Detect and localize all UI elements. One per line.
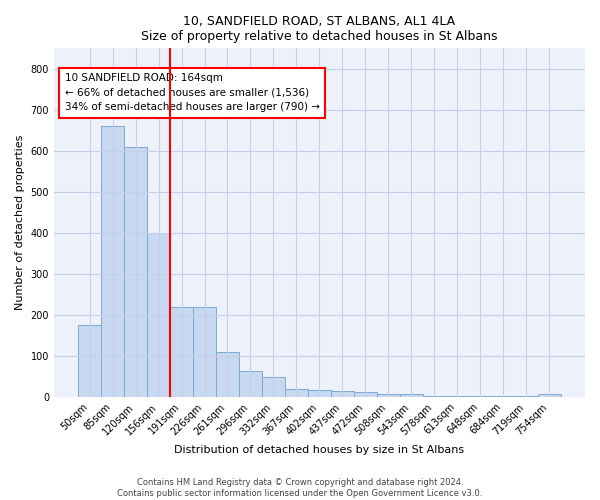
Bar — [285, 388, 308, 397]
Text: 10 SANDFIELD ROAD: 164sqm
← 66% of detached houses are smaller (1,536)
34% of se: 10 SANDFIELD ROAD: 164sqm ← 66% of detac… — [65, 72, 320, 112]
Bar — [216, 352, 239, 397]
Bar — [538, 394, 561, 397]
Y-axis label: Number of detached properties: Number of detached properties — [15, 135, 25, 310]
Bar — [354, 392, 377, 397]
Bar — [262, 377, 285, 397]
Bar — [124, 146, 147, 397]
Bar — [78, 325, 101, 397]
Text: Contains HM Land Registry data © Crown copyright and database right 2024.
Contai: Contains HM Land Registry data © Crown c… — [118, 478, 482, 498]
Bar — [400, 394, 423, 397]
Bar — [101, 126, 124, 397]
Bar — [239, 372, 262, 397]
Bar — [147, 233, 170, 397]
Bar — [446, 396, 469, 397]
Bar — [331, 390, 354, 397]
Bar — [423, 396, 446, 397]
Title: 10, SANDFIELD ROAD, ST ALBANS, AL1 4LA
Size of property relative to detached hou: 10, SANDFIELD ROAD, ST ALBANS, AL1 4LA S… — [141, 15, 498, 43]
X-axis label: Distribution of detached houses by size in St Albans: Distribution of detached houses by size … — [175, 445, 464, 455]
Bar — [193, 306, 216, 397]
Bar — [377, 394, 400, 397]
Bar — [308, 390, 331, 397]
Bar — [170, 306, 193, 397]
